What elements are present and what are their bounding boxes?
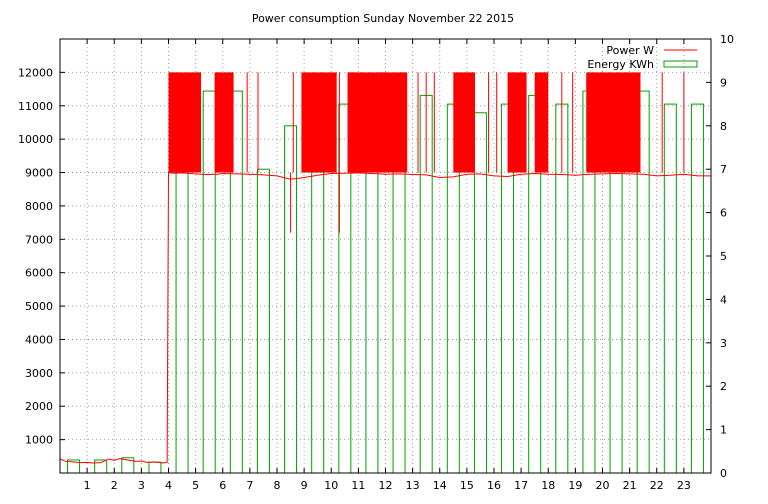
- power-oscillation-band: [347, 72, 408, 173]
- y2-tick-label: 10: [720, 33, 734, 46]
- power-oscillation-band: [301, 72, 337, 173]
- y2-tick-label: 1: [720, 424, 727, 437]
- x-tick-label: 21: [623, 479, 637, 492]
- power-series: [59, 72, 711, 464]
- legend-label: Energy KWh: [587, 58, 654, 71]
- x-tick-label: 22: [650, 479, 664, 492]
- y-tick-label: 6000: [25, 267, 53, 280]
- y2-tick-label: 4: [720, 293, 727, 306]
- x-tick-label: 17: [514, 479, 528, 492]
- energy-bar: [256, 168, 270, 474]
- x-tick-label: 15: [460, 479, 474, 492]
- y-tick-label: 2000: [25, 400, 53, 413]
- energy-bar: [148, 461, 162, 474]
- x-tick-label: 7: [246, 479, 253, 492]
- y-tick-label: 12000: [18, 66, 53, 79]
- x-tick-label: 4: [165, 479, 172, 492]
- x-tick-label: 5: [192, 479, 199, 492]
- y-tick-label: 8000: [25, 200, 53, 213]
- y-tick-label: 7000: [25, 233, 53, 246]
- y2-tick-label: 3: [720, 337, 727, 350]
- y-tick-label: 3000: [25, 367, 53, 380]
- y2-tick-label: 0: [720, 467, 727, 480]
- y-tick-label: 5000: [25, 300, 53, 313]
- x-tick-label: 8: [274, 479, 281, 492]
- y-axis: 1000 2000 3000 4000 5000 6000 7000 8000 9000 1000…: [18, 66, 65, 447]
- x-axis: 1 2 3 4 5 6 7 8 9 10 11 12 13 14 15 16 17 18 19 20 21 22 23: [84, 39, 691, 492]
- x-tick-label: 2: [111, 479, 118, 492]
- legend-swatch: [663, 60, 698, 68]
- x-tick-label: 9: [301, 479, 308, 492]
- power-oscillation-band: [507, 72, 527, 173]
- y-tick-label: 11000: [18, 100, 53, 113]
- x-tick-label: 16: [487, 479, 501, 492]
- x-tick-label: 19: [568, 479, 582, 492]
- legend-label: Power W: [606, 44, 654, 57]
- y-tick-label: 9000: [25, 167, 53, 180]
- energy-bar: [94, 459, 108, 474]
- power-oscillation-band: [586, 72, 641, 173]
- x-tick-label: 10: [324, 479, 338, 492]
- power-oscillation-band: [214, 72, 234, 173]
- y2-tick-label: 5: [720, 250, 727, 263]
- y2-axis: 0 1 2 3 4 5 6 7 8 9 10: [706, 33, 734, 480]
- power-oscillation-band: [453, 72, 476, 173]
- x-tick-label: 11: [351, 479, 365, 492]
- x-tick-label: 12: [379, 479, 393, 492]
- x-tick-label: 14: [433, 479, 447, 492]
- x-tick-label: 6: [219, 479, 226, 492]
- energy-bar: [690, 103, 704, 474]
- y-tick-label: 4000: [25, 333, 53, 346]
- energy-bar: [663, 103, 677, 474]
- y-tick-label: 1000: [25, 434, 53, 447]
- power-oscillation-band: [534, 72, 549, 173]
- y2-tick-label: 7: [720, 163, 727, 176]
- y2-tick-label: 8: [720, 120, 727, 133]
- energy-bar: [202, 90, 216, 474]
- chart-title: Power consumption Sunday November 22 201…: [252, 12, 514, 25]
- x-tick-label: 23: [677, 479, 691, 492]
- power-line: [59, 171, 711, 464]
- y2-tick-label: 2: [720, 380, 727, 393]
- x-tick-label: 18: [541, 479, 555, 492]
- y2-tick-label: 6: [720, 207, 727, 220]
- x-tick-label: 1: [84, 479, 91, 492]
- energy-bar: [473, 112, 487, 474]
- x-tick-label: 20: [596, 479, 610, 492]
- y2-tick-label: 9: [720, 76, 727, 89]
- x-tick-label: 3: [138, 479, 145, 492]
- y-tick-label: 10000: [18, 133, 53, 146]
- power-oscillation-band: [168, 72, 202, 173]
- x-tick-label: 13: [406, 479, 420, 492]
